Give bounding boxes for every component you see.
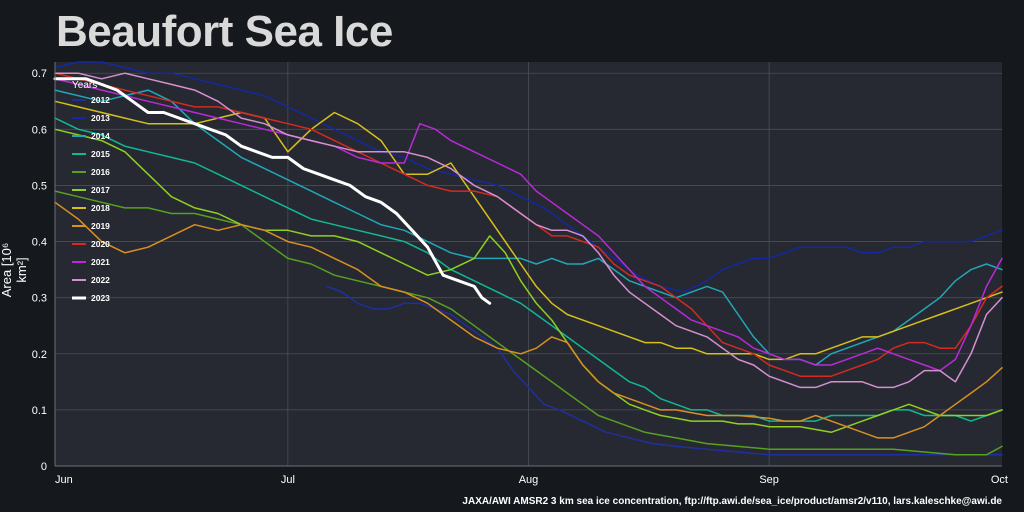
axes: 0 0.1 0.2 0.3 0.4 0.5 0.6 0.7 Jun Jul Aug Sep Oct (32, 62, 1008, 486)
x-tick-label: Jul (281, 474, 295, 486)
legend-entry-2014: 2014 (91, 131, 110, 141)
legend-entry-2021: 2021 (91, 257, 110, 267)
series-line-2013 (54, 61, 1003, 293)
y-tick-label: 0.5 (32, 180, 47, 192)
x-tick-label: Sep (759, 474, 779, 486)
y-tick-label: 0.4 (32, 237, 47, 249)
legend-entry-2020: 2020 (91, 239, 110, 249)
legend-entry-2015: 2015 (91, 149, 110, 159)
series-line-2016 (54, 190, 1003, 456)
chart-title: Beaufort Sea Ice (56, 7, 393, 56)
legend-entry-2018: 2018 (91, 203, 110, 213)
legend: Years 2012 2013 2014 2015 2016 2017 2018 2019 202… (72, 80, 110, 303)
series-line-2015 (54, 117, 1003, 422)
legend-title: Years (72, 80, 97, 91)
y-tick-label: 0.7 (32, 68, 47, 80)
x-tick-label: Oct (991, 474, 1008, 486)
y-tick-label: 0.2 (32, 349, 47, 361)
legend-entry-2019: 2019 (91, 221, 110, 231)
y-tick-label: 0.6 (32, 124, 47, 136)
legend-entry-2016: 2016 (91, 167, 110, 177)
legend-entry-2012: 2012 (91, 95, 110, 105)
y-tick-label: 0.3 (32, 293, 47, 305)
series-line-2023 (53, 77, 492, 305)
y-tick-label: 0 (41, 461, 47, 473)
series-line-2022 (54, 72, 1003, 389)
y-tick-label: 0.1 (32, 405, 47, 417)
series-line-2019 (54, 201, 1003, 439)
series-line-2021 (54, 78, 1003, 372)
series-line-2012 (325, 285, 1003, 456)
legend-entry-2017: 2017 (91, 185, 110, 195)
legend-entry-2022: 2022 (91, 275, 110, 285)
grid (55, 62, 1002, 467)
data-credit: JAXA/AWI AMSR2 3 km sea ice concentratio… (462, 496, 1002, 507)
series-line-2020 (54, 72, 1003, 377)
legend-entry-2013: 2013 (91, 113, 110, 123)
legend-entry-2023: 2023 (91, 293, 110, 303)
x-tick-label: Jun (55, 474, 73, 486)
series-layer (53, 61, 1003, 456)
x-tick-label: Aug (519, 474, 539, 486)
